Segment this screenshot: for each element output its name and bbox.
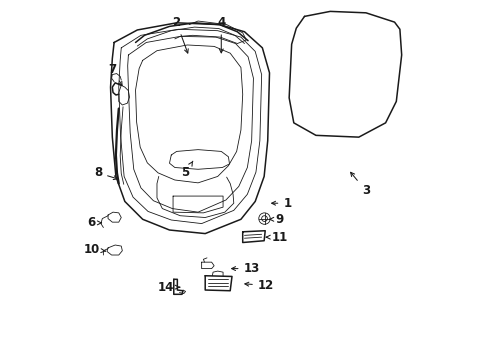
Text: 14: 14 [158,281,180,294]
Text: 11: 11 [265,231,288,244]
Text: 13: 13 [231,262,259,275]
Text: 5: 5 [181,161,192,179]
Text: 7: 7 [108,63,122,86]
Text: 9: 9 [269,213,283,226]
Text: 6: 6 [87,216,102,229]
Text: 8: 8 [94,166,117,180]
Text: 1: 1 [271,197,291,210]
Text: 12: 12 [244,279,273,292]
Text: 10: 10 [83,243,105,256]
Text: 2: 2 [172,16,188,53]
Text: 3: 3 [350,172,369,197]
Text: 4: 4 [217,16,225,53]
